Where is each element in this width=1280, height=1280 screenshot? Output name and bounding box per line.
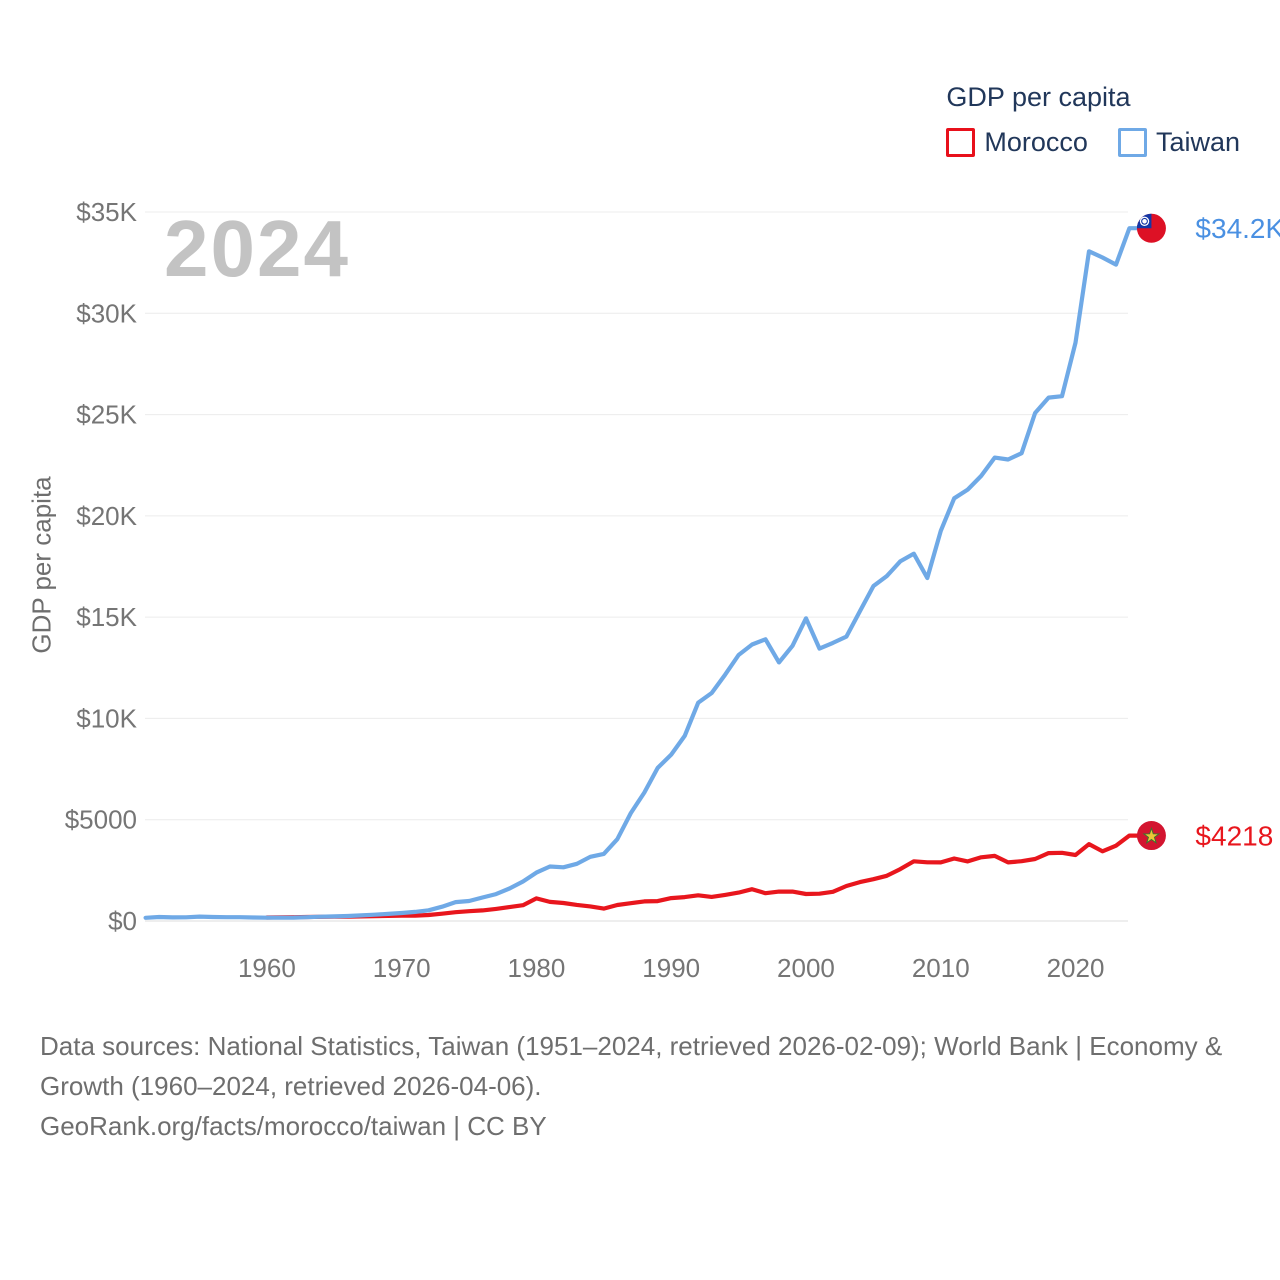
legend-item-taiwan[interactable]: Taiwan xyxy=(1117,127,1240,158)
svg-text:2010: 2010 xyxy=(912,953,970,983)
morocco-flag-icon xyxy=(1136,821,1166,851)
x-axis-tick-labels: 1960 1970 1980 1990 2000 2010 2020 xyxy=(238,953,1104,983)
y-axis-tick-labels: $0 $5000 $10K $15K $20K $25K $30K $35K xyxy=(65,197,138,936)
svg-text:1980: 1980 xyxy=(508,953,566,983)
taiwan-end-value-label: $34.2K xyxy=(1195,213,1280,244)
svg-text:$25K: $25K xyxy=(76,400,137,430)
svg-text:2000: 2000 xyxy=(777,953,835,983)
svg-text:$20K: $20K xyxy=(76,501,137,531)
footer-line-1: Data sources: National Statistics, Taiwa… xyxy=(40,1031,1223,1061)
series-line-morocco[interactable] xyxy=(264,833,1154,920)
gdp-line-chart: $0 $5000 $10K $15K $20K $25K $30K $35K 1960 1970… xyxy=(65,197,1280,983)
svg-text:$15K: $15K xyxy=(76,602,137,632)
legend-title: GDP per capita xyxy=(946,82,1131,112)
svg-text:$35K: $35K xyxy=(76,197,137,227)
year-watermark: 2024 xyxy=(164,204,350,293)
legend-items: Morocco Taiwan xyxy=(946,127,1240,158)
legend-item-morocco[interactable]: Morocco xyxy=(946,127,1088,158)
gridlines xyxy=(145,211,1128,922)
svg-text:$10K: $10K xyxy=(76,703,137,733)
svg-text:$5000: $5000 xyxy=(65,805,137,835)
taiwan-flag-icon xyxy=(1136,213,1166,243)
morocco-swatch-icon xyxy=(946,128,976,157)
legend: GDP per capita Morocco Taiwan xyxy=(946,82,1240,158)
svg-text:1990: 1990 xyxy=(642,953,700,983)
svg-text:2020: 2020 xyxy=(1047,953,1105,983)
data-series-lines[interactable] xyxy=(143,226,1154,920)
legend-label-morocco: Morocco xyxy=(984,127,1088,157)
data-source-note: Data sources: National Statistics, Taiwa… xyxy=(40,1026,1240,1146)
svg-text:1970: 1970 xyxy=(373,953,431,983)
series-line-taiwan[interactable] xyxy=(143,226,1154,920)
svg-text:1960: 1960 xyxy=(238,953,296,983)
taiwan-swatch-icon xyxy=(1117,128,1147,157)
svg-text:$30K: $30K xyxy=(76,298,137,328)
svg-text:$0: $0 xyxy=(108,906,137,936)
legend-label-taiwan: Taiwan xyxy=(1155,127,1240,157)
footer-line-2: Growth (1960–2024, retrieved 2026-04-06)… xyxy=(40,1071,542,1101)
morocco-end-value-label: $4218 xyxy=(1195,821,1273,852)
footer-line-3: GeoRank.org/facts/morocco/taiwan | CC BY xyxy=(40,1111,547,1141)
